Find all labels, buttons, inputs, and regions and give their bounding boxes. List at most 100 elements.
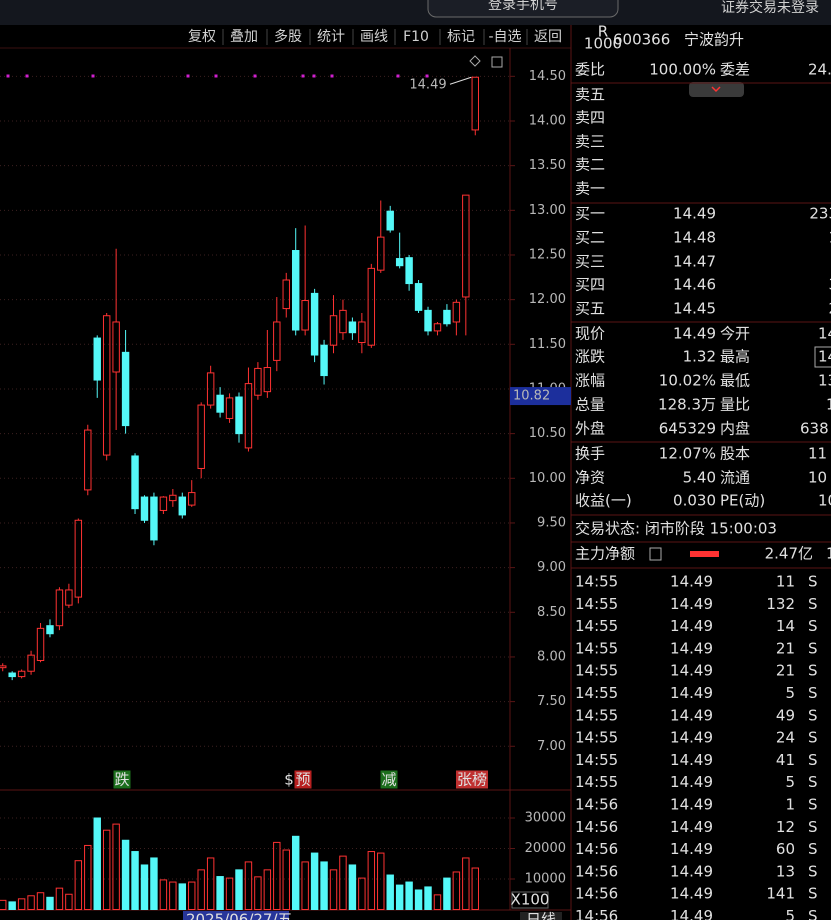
candle-body (8, 672, 16, 678)
volume-bar (140, 864, 149, 910)
volume-bar (263, 869, 272, 910)
volume-bar (235, 869, 243, 910)
candle-body (329, 315, 338, 346)
period[interactable]: 日线 (526, 911, 556, 920)
candle-body (452, 301, 461, 323)
stat-label: PE(动) (720, 492, 765, 510)
event-label[interactable]: 跌 (114, 771, 129, 789)
ask-label: 卖三 (575, 133, 605, 151)
toolbar-button[interactable]: 复权 (188, 28, 216, 45)
candle-body (93, 337, 101, 381)
trade-side: S (808, 796, 818, 814)
y-tick-label: 12.00 (529, 292, 566, 307)
trade-side: S (808, 840, 818, 858)
candle-body (46, 625, 54, 635)
event-label[interactable]: 预 (295, 771, 310, 789)
trade-time: 14:55 (575, 751, 618, 769)
diamond-icon[interactable] (469, 55, 481, 67)
stat-value: 638 (800, 420, 829, 438)
volume-bar (443, 877, 451, 911)
event-marker (425, 74, 429, 78)
candle-body (395, 258, 404, 267)
volume-bar (282, 849, 290, 911)
toolbar-button[interactable]: 画线 (360, 29, 388, 45)
toolbar-button[interactable]: 多股 (274, 28, 302, 45)
stat-label: 量比 (720, 396, 750, 414)
candle-body (301, 300, 309, 331)
high-box (814, 346, 831, 368)
candle-body (121, 351, 130, 427)
trade-price: 14.49 (670, 595, 713, 613)
trade-side: S (808, 684, 818, 702)
trade-time: 14:55 (575, 706, 618, 724)
bid-price: 14.47 (673, 253, 716, 271)
candle-body (27, 654, 35, 672)
volume-bar (169, 881, 177, 910)
trade-time: 14:55 (575, 617, 618, 635)
y-tick-label: 8.50 (537, 605, 566, 620)
candle-body (367, 267, 376, 346)
period-box[interactable] (520, 912, 562, 920)
stat-value: 645329 (659, 420, 716, 438)
bid-volume: 3 (828, 276, 831, 294)
trade-side: S (808, 662, 818, 680)
trade-price: 14.49 (670, 729, 713, 747)
volume-bar (84, 844, 92, 911)
pager-chevron[interactable] (711, 86, 721, 93)
trade-side: S (808, 907, 818, 920)
toolbar-button[interactable]: -自选 (488, 29, 521, 45)
trade-side: S (808, 885, 818, 903)
candle-body (310, 292, 319, 356)
volume-bar (291, 835, 300, 910)
login-button-text[interactable]: 登录手机号 (488, 0, 558, 13)
candle-body (225, 397, 234, 419)
trade-volume: 5 (785, 773, 795, 791)
volume-bar (27, 895, 35, 911)
last-price-label: 14.49 (409, 78, 446, 93)
event-marker (186, 74, 190, 78)
stat-label: 最低 (720, 372, 750, 390)
candle-body (424, 309, 432, 332)
trade-side: S (808, 729, 818, 747)
main-flow-icon[interactable] (649, 547, 662, 561)
y-tick-label: 12.50 (529, 247, 566, 262)
volume-unit: X100 (511, 891, 550, 909)
y-tick-label: 9.50 (537, 515, 566, 530)
toolbar-button[interactable]: F10 (403, 29, 429, 45)
event-label-bg[interactable] (113, 770, 131, 789)
trading-status: 交易状态: 闭市阶段 15:00:03 (575, 520, 777, 538)
trade-price: 14.49 (670, 573, 713, 591)
trade-volume: 5 (785, 907, 795, 920)
toolbar-button[interactable]: 叠加 (230, 29, 258, 45)
candle-body (254, 367, 262, 396)
toolbar-button[interactable]: 返回 (534, 29, 562, 45)
y-tick-label: 14.00 (529, 113, 566, 128)
candle-body (377, 236, 385, 271)
event-label-bg[interactable] (455, 770, 489, 789)
candle-body (358, 321, 366, 344)
stat-value: 14 (818, 348, 831, 366)
login-button[interactable] (427, 0, 619, 18)
candle-body (84, 429, 92, 491)
bid-price: 14.46 (673, 276, 716, 294)
trade-time: 14:56 (575, 862, 618, 880)
volume-bar (225, 877, 234, 911)
event-label-bg[interactable] (294, 770, 312, 789)
ask-label: 卖四 (575, 109, 605, 127)
toolbar-button[interactable]: 统计 (317, 29, 345, 45)
panel-icon[interactable] (491, 56, 503, 68)
trade-side: S (808, 773, 818, 791)
event-label[interactable]: 张榜 (457, 771, 487, 789)
volume-bar (131, 851, 139, 910)
trade-side: S (808, 573, 818, 591)
ask-label: 卖五 (575, 86, 605, 104)
trade-time: 14:55 (575, 662, 618, 680)
main-flow-label: 主力净额 (575, 545, 635, 563)
toolbar-button[interactable]: 标记 (447, 29, 475, 45)
trade-price: 14.49 (670, 773, 713, 791)
event-label[interactable]: 减 (381, 771, 396, 789)
volume-bar (377, 852, 385, 911)
volume-bar (452, 871, 461, 910)
trade-volume: 141 (766, 885, 795, 903)
event-label-bg[interactable] (380, 770, 398, 789)
